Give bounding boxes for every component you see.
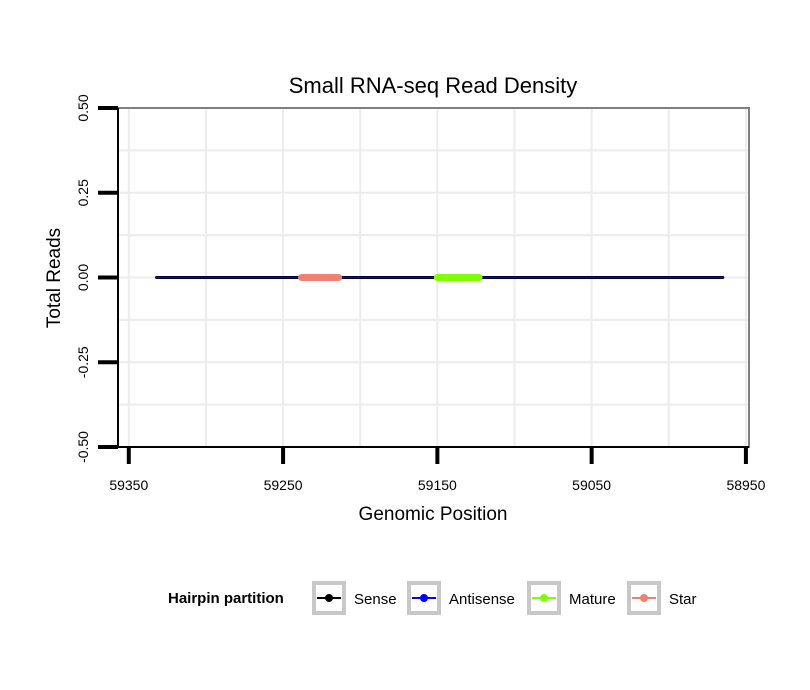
x-tick-label: 59150 bbox=[418, 477, 457, 493]
legend-key-point bbox=[325, 594, 333, 602]
y-tick-label: -0.50 bbox=[75, 431, 91, 463]
legend-key-point bbox=[640, 594, 648, 602]
legend-label-sense: Sense bbox=[354, 591, 397, 608]
axes: 59350 59250 59150 59050 58950 -0.50 -0.25 0.00 0… bbox=[75, 94, 766, 493]
legend-label-star: Star bbox=[669, 591, 697, 608]
y-tick-label: 0.25 bbox=[75, 179, 91, 206]
legend: Hairpin partition Sense Antisense Mature St… bbox=[168, 581, 697, 615]
y-tick-label: -0.25 bbox=[75, 346, 91, 378]
y-axis-title: Total Reads bbox=[44, 228, 65, 328]
x-tick-label: 59250 bbox=[264, 477, 303, 493]
x-tick-label: 58950 bbox=[726, 477, 765, 493]
y-tick-label: 0.00 bbox=[75, 264, 91, 291]
x-tick-label: 59050 bbox=[572, 477, 611, 493]
x-axis-title: Genomic Position bbox=[359, 504, 508, 525]
y-tick-label: 0.50 bbox=[75, 94, 91, 121]
legend-label-mature: Mature bbox=[569, 591, 616, 608]
legend-label-antisense: Antisense bbox=[449, 591, 515, 608]
legend-key-point bbox=[420, 594, 428, 602]
legend-title: Hairpin partition bbox=[168, 590, 284, 607]
x-tick-label: 59350 bbox=[109, 477, 148, 493]
legend-items: Sense Antisense Mature Star bbox=[312, 581, 697, 615]
chart-title: Small RNA-seq Read Density bbox=[289, 73, 578, 98]
legend-key-point bbox=[540, 594, 548, 602]
